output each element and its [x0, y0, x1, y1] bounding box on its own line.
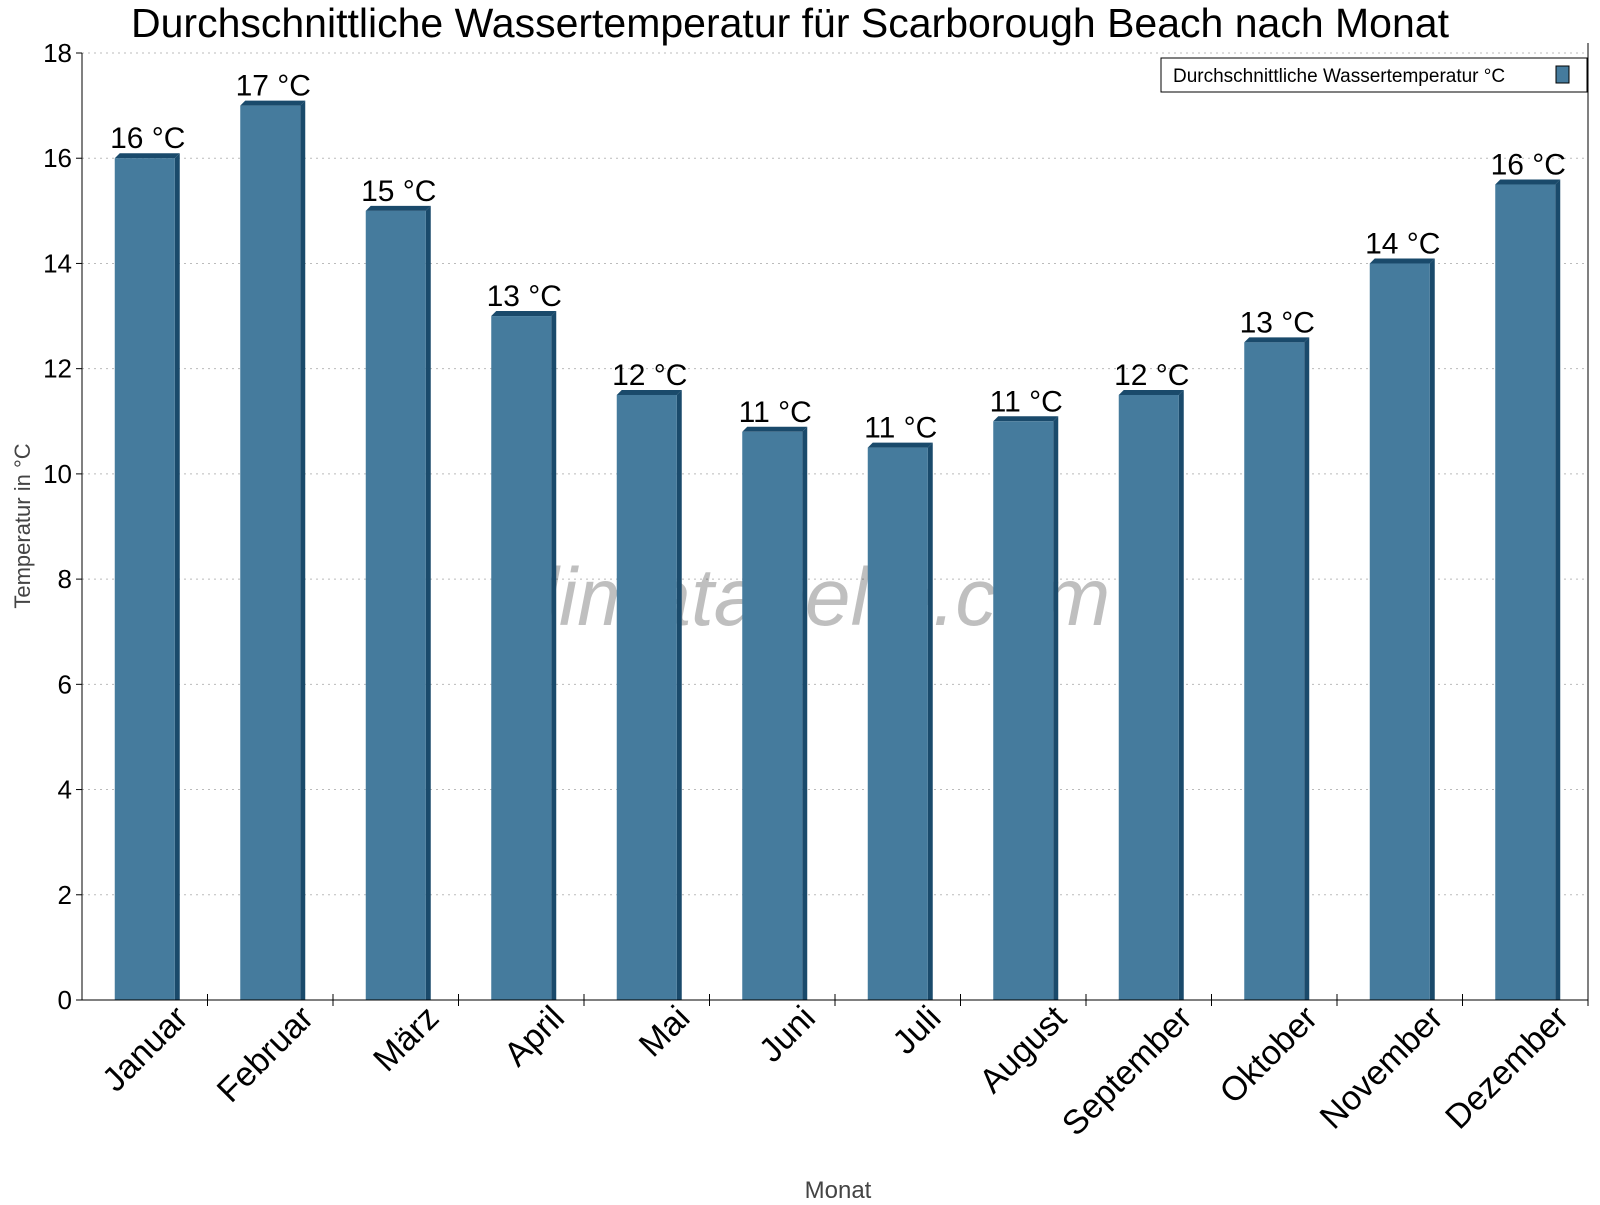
- bar-top: [993, 416, 1059, 422]
- x-tick-label: Oktober: [1213, 999, 1325, 1111]
- bar-top: [1244, 337, 1310, 343]
- bar-side: [1555, 179, 1561, 1000]
- data-label: 13 °C: [487, 280, 562, 313]
- x-tick-label: August: [972, 998, 1074, 1100]
- y-tick-label: 2: [58, 880, 72, 910]
- x-tick-label: November: [1313, 999, 1451, 1137]
- bar: [867, 447, 928, 1000]
- bar-top: [1118, 389, 1184, 395]
- bar-side: [425, 205, 431, 1001]
- bar-top: [491, 311, 557, 317]
- y-tick-label: 0: [58, 985, 72, 1015]
- x-tick-label: September: [1055, 999, 1199, 1143]
- grid: [82, 52, 1588, 896]
- y-tick-label: 12: [43, 354, 72, 384]
- data-label: 15 °C: [361, 175, 436, 208]
- y-tick-label: 18: [43, 38, 72, 68]
- y-tick-label: 8: [58, 564, 72, 594]
- bar-top: [240, 100, 306, 106]
- bar-side: [1053, 416, 1059, 1000]
- y-axis-label: Temperatur in °C: [10, 443, 35, 608]
- x-tick-label: Februar: [210, 999, 321, 1110]
- bar-side: [1304, 337, 1310, 1001]
- data-label: 11 °C: [864, 412, 937, 445]
- chart-title: Durchschnittliche Wassertemperatur für S…: [131, 0, 1450, 46]
- bar-side: [300, 100, 306, 1001]
- bar-top: [114, 153, 180, 159]
- bar-top: [742, 426, 808, 432]
- y-tick-label: 16: [43, 143, 72, 173]
- bar: [1118, 394, 1179, 1000]
- data-label: 11 °C: [990, 385, 1063, 418]
- y-tick-label: 10: [43, 459, 72, 489]
- bar-top: [867, 442, 933, 448]
- data-label: 12 °C: [1114, 359, 1189, 392]
- legend: Durchschnittliche Wassertemperatur °C: [1160, 57, 1588, 93]
- data-label: 17 °C: [236, 70, 311, 103]
- legend-label: Durchschnittliche Wassertemperatur °C: [1173, 66, 1505, 87]
- bar: [365, 210, 426, 1001]
- data-label: 13 °C: [1240, 306, 1315, 339]
- bar-side: [1178, 389, 1184, 1000]
- data-label: 14 °C: [1365, 227, 1440, 260]
- bar: [1244, 342, 1305, 1001]
- bar: [616, 394, 677, 1000]
- bar-side: [174, 153, 180, 1000]
- y-tick-label: 14: [43, 248, 72, 278]
- bar: [1495, 184, 1556, 1000]
- x-tick-label: Mai: [632, 999, 698, 1065]
- bar-top: [365, 205, 431, 211]
- bar: [993, 421, 1054, 1000]
- bar-top: [1369, 258, 1435, 264]
- bar-side: [676, 389, 682, 1000]
- data-label: 16 °C: [110, 122, 185, 155]
- y-tick-label: 6: [58, 669, 72, 699]
- x-tick-label: Juli: [885, 999, 948, 1062]
- x-tick-label: April: [497, 999, 572, 1074]
- bar: [491, 316, 552, 1000]
- bar-top: [1495, 179, 1561, 185]
- legend-swatch: [1555, 65, 1570, 84]
- x-tick-label: März: [366, 999, 446, 1079]
- bar-side: [551, 311, 557, 1000]
- bar-side: [927, 442, 933, 1000]
- bar-side: [802, 426, 808, 1000]
- x-tick-label: Juni: [752, 999, 823, 1070]
- bar: [240, 105, 301, 1001]
- bar: [1369, 263, 1430, 1000]
- x-tick-label: Dezember: [1438, 999, 1576, 1137]
- bar: [114, 158, 175, 1000]
- y-tick-label: 4: [58, 775, 72, 805]
- bar-top: [616, 389, 682, 395]
- x-tick-label: Januar: [95, 999, 195, 1099]
- x-axis-label: Monat: [805, 1177, 872, 1200]
- bar-side: [1429, 258, 1435, 1000]
- bars: 16 °C 17 °C 15 °C 13 °C 12 °C 11 °C 11 °C 11 °C…: [110, 70, 1566, 1001]
- data-label: 16 °C: [1491, 149, 1566, 182]
- data-label: 11 °C: [739, 396, 812, 429]
- bar: [742, 431, 803, 1000]
- data-label: 12 °C: [612, 359, 687, 392]
- legend-box: [1160, 57, 1588, 93]
